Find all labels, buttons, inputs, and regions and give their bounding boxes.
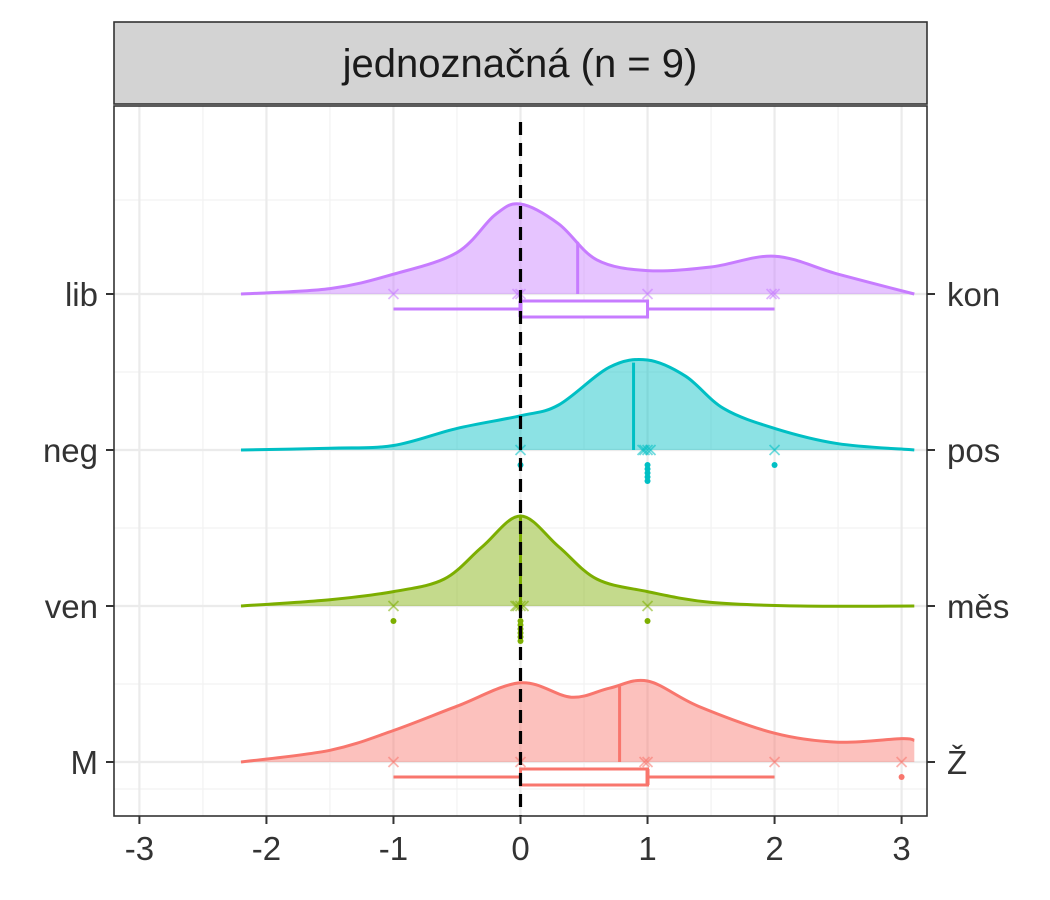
boxplot bbox=[393, 299, 775, 319]
jitter-point-stroke bbox=[765, 288, 778, 300]
ridge-group-ven bbox=[240, 514, 915, 644]
jitter-point-stroke bbox=[644, 444, 657, 456]
jitter-point bbox=[895, 756, 908, 768]
jitter-point bbox=[387, 600, 400, 612]
boxplot-box bbox=[519, 767, 650, 787]
jitter-point-stroke bbox=[509, 600, 522, 612]
jitter-point-stroke bbox=[641, 288, 654, 300]
jitter-point-stroke bbox=[638, 756, 651, 768]
point-mark bbox=[517, 638, 524, 644]
density-area bbox=[241, 680, 915, 762]
point-mark bbox=[644, 478, 651, 484]
jitter-point-stroke bbox=[768, 288, 781, 300]
ridge-group-neg bbox=[240, 357, 915, 484]
jitter-point bbox=[644, 444, 657, 456]
y-label-left: lib bbox=[65, 276, 98, 313]
boxplot bbox=[393, 767, 775, 787]
jitter-point bbox=[768, 444, 781, 456]
point-mark bbox=[898, 774, 905, 780]
point-mark bbox=[644, 618, 651, 624]
y-label-right: pos bbox=[947, 432, 1000, 469]
y-label-right: kon bbox=[947, 276, 1000, 313]
jitter-point-stroke bbox=[387, 288, 400, 300]
ridge-group-lib bbox=[240, 202, 915, 319]
jitter-point-stroke bbox=[636, 444, 649, 456]
y-label-right: měs bbox=[947, 588, 1009, 625]
jitter-point-stroke bbox=[641, 756, 654, 768]
jitter-point-stroke bbox=[895, 756, 908, 768]
boxplot-box bbox=[519, 299, 650, 319]
jitter-point bbox=[768, 288, 781, 300]
jitter-point-stroke bbox=[641, 600, 654, 612]
jitter-point bbox=[387, 756, 400, 768]
point-mark bbox=[771, 462, 778, 468]
jitter-point-stroke bbox=[768, 444, 781, 456]
jitter-point bbox=[636, 444, 649, 456]
jitter-point bbox=[641, 444, 654, 456]
jitter-point bbox=[641, 600, 654, 612]
jitter-point-stroke bbox=[641, 444, 654, 456]
jitter-point-stroke bbox=[387, 756, 400, 768]
density-area bbox=[241, 516, 915, 607]
density-area bbox=[241, 359, 915, 450]
y-label-left: M bbox=[71, 744, 99, 781]
x-tick-label: 2 bbox=[765, 830, 783, 867]
jitter-point-stroke bbox=[768, 756, 781, 768]
axes: -3 -2 -1 0 1 2 3 lib kon neg pos ven měs M Ž bbox=[43, 276, 1009, 867]
x-tick-label: 3 bbox=[892, 830, 910, 867]
x-tick-label: -1 bbox=[379, 830, 408, 867]
jitter-point bbox=[509, 600, 522, 612]
jitter-point bbox=[765, 288, 778, 300]
density-curve bbox=[240, 357, 915, 452]
y-label-right: Ž bbox=[947, 744, 967, 781]
jitter-point-stroke bbox=[387, 600, 400, 612]
jitter-point bbox=[638, 756, 651, 768]
x-tick-label: 0 bbox=[511, 830, 529, 867]
x-tick-label: -2 bbox=[252, 830, 281, 867]
jitter-point bbox=[641, 288, 654, 300]
density-curve bbox=[240, 202, 915, 296]
ridge-group-M bbox=[240, 678, 915, 787]
x-tick-label: 1 bbox=[638, 830, 656, 867]
density-curve bbox=[240, 514, 915, 608]
density-curve bbox=[240, 678, 915, 764]
chart-title: jednoznačná (n = 9) bbox=[342, 42, 698, 86]
x-tick-label: -3 bbox=[125, 830, 154, 867]
y-label-left: neg bbox=[43, 432, 98, 469]
facet-strip: jednoznačná (n = 9) bbox=[113, 21, 928, 105]
jitter-point bbox=[768, 756, 781, 768]
jitter-point bbox=[641, 756, 654, 768]
point-mark bbox=[390, 618, 397, 624]
density-ridges bbox=[240, 202, 915, 787]
jitter-point bbox=[387, 288, 400, 300]
y-label-left: ven bbox=[45, 588, 98, 625]
